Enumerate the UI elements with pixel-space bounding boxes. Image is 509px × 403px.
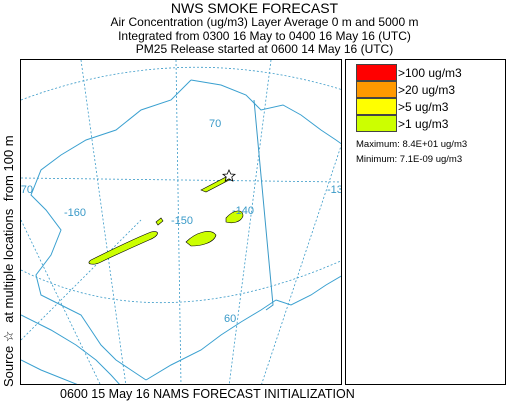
- legend-swatch-yellow: [356, 98, 397, 115]
- concentration-legend: >100 ug/m3 >20 ug/m3 >5 ug/m3 >1 ug/m3 M…: [345, 59, 506, 385]
- longitude-line-130: [261, 144, 341, 384]
- legend-swatch-orange: [356, 81, 397, 98]
- latitude-line-60: [21, 260, 341, 304]
- map-canvas: 70 60 -170 -160 -150 -140 -130: [21, 60, 342, 384]
- legend-item-1: >1 ug/m3: [356, 115, 448, 132]
- source-middle: at multiple locations: [1, 208, 16, 323]
- longitude-line-140: [228, 60, 272, 384]
- legend-item-5: >5 ug/m3: [356, 98, 448, 115]
- source-star-icon: [221, 169, 237, 182]
- legend-label: >20 ug/m3: [398, 82, 456, 97]
- peninsula-coastline: [145, 299, 277, 381]
- release-start: PM25 Release started at 0600 14 May 16 (…: [135, 42, 394, 56]
- longitude-line-170: [21, 177, 341, 183]
- smoke-plume-southwest: [88, 231, 158, 265]
- grid-label-lon160: -160: [64, 207, 86, 219]
- source-suffix: from 100 m: [1, 135, 16, 202]
- legend-item-100: >100 ug/m3: [356, 64, 462, 81]
- smoke-plume-east: [225, 210, 244, 224]
- smoke-map: 70 60 -170 -160 -150 -140 -130: [20, 59, 342, 385]
- forecast-domain-boundary: [253, 99, 274, 311]
- longitude-line-160: [80, 60, 127, 384]
- legend-swatch-red: [356, 64, 397, 81]
- coastlines: [21, 79, 341, 384]
- smoke-plume-small: [155, 217, 164, 226]
- lower-coastline: [21, 314, 120, 384]
- legend-label: >5 ug/m3: [398, 99, 449, 114]
- grid-label-lon140: -140: [232, 205, 254, 217]
- legend-maximum: Maximum: 8.4E+01 ug/m3: [356, 139, 468, 150]
- grid-label-lon170: -170: [21, 184, 33, 196]
- source-prefix: Source ☆: [1, 330, 16, 387]
- grid-label-lon150: -150: [171, 215, 193, 227]
- arctic-coastline: [190, 79, 341, 145]
- latitude-line-70: [21, 66, 341, 101]
- source-location-label: Source ☆ at multiple locations from 100 …: [1, 61, 16, 387]
- smoke-plume-central: [185, 231, 217, 247]
- smoke-plumes: [88, 176, 244, 265]
- graticule: [21, 60, 341, 384]
- grid-label-lat60: 60: [224, 313, 236, 325]
- western-alaska-coastline: [30, 79, 192, 381]
- grid-label-lon130: -130: [327, 184, 342, 196]
- grid-diagonal-2: [21, 219, 101, 384]
- legend-swatch-lime: [356, 115, 397, 132]
- grid-diagonal-1: [21, 219, 142, 341]
- grid-label-lat70: 70: [209, 118, 221, 130]
- legend-label: >100 ug/m3: [398, 65, 462, 80]
- forecast-initialization: 0600 15 May 16 NAMS FORECAST INITIALIZAT…: [60, 387, 355, 401]
- concentration-subtitle: Air Concentration (ug/m3) Layer Average …: [110, 15, 419, 29]
- integration-period: Integrated from 0300 16 May to 0400 16 M…: [118, 29, 411, 43]
- legend-label: >1 ug/m3: [398, 116, 449, 131]
- island-coastline: [21, 359, 78, 384]
- forecast-title: NWS SMOKE FORECAST: [170, 0, 339, 16]
- legend-item-20: >20 ug/m3: [356, 81, 455, 98]
- gulf-coastline: [275, 275, 341, 306]
- legend-minimum: Minimum: 7.1E-09 ug/m3: [356, 154, 463, 165]
